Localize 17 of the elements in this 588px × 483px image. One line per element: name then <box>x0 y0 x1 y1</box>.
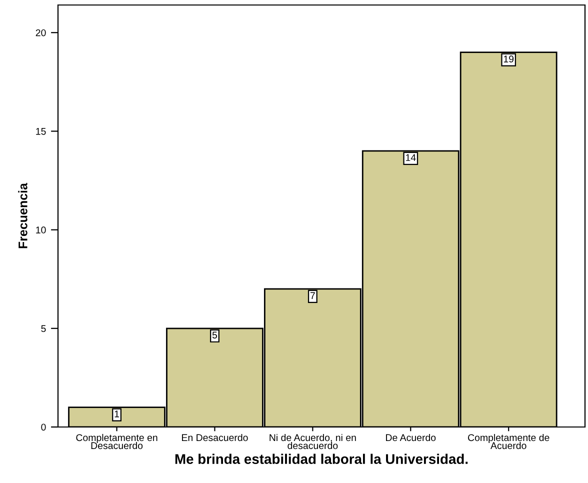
x-tick-label: Completamente de Acuerdo <box>468 434 550 450</box>
x-tick-label: En Desacuerdo <box>182 434 248 442</box>
data-label: 1 <box>114 410 120 418</box>
data-label: 14 <box>406 154 416 161</box>
data-label: 7 <box>310 292 315 299</box>
x-axis-title: Me brinda estabilidad laboral la Universidad. <box>175 454 468 464</box>
x-tick-label: Ni de Acuerdo, ni en desacuerdo <box>270 434 356 450</box>
y-axis-title: Frecuencia <box>18 182 28 248</box>
data-label: 19 <box>504 56 514 62</box>
data-label: 5 <box>212 332 218 338</box>
y-tick-label: 0 <box>41 424 46 431</box>
y-tick-label: 15 <box>36 128 46 135</box>
x-tick-label: Completamente en Desacuerdo <box>76 434 158 450</box>
y-tick-label: 5 <box>41 325 46 332</box>
y-tick-label: 20 <box>36 29 46 36</box>
x-tick-label: De Acuerdo <box>386 434 436 442</box>
y-tick-label: 10 <box>36 226 46 234</box>
